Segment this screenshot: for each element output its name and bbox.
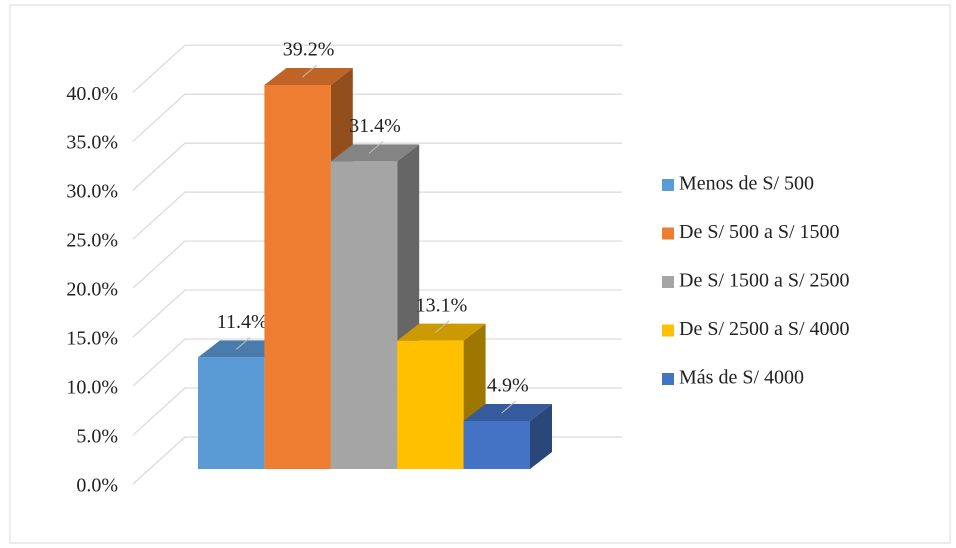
value-label: 39.2% xyxy=(283,39,335,61)
value-label: 11.4% xyxy=(217,311,268,333)
leader-line xyxy=(302,64,317,78)
value-label: 4.9% xyxy=(487,375,529,397)
grid-line xyxy=(132,191,622,240)
value-label: 13.1% xyxy=(416,294,468,316)
bar-top xyxy=(198,340,287,358)
grid-line xyxy=(132,240,622,289)
y-tick-label: 15.0% xyxy=(66,328,118,350)
bar xyxy=(198,357,265,469)
legend-swatch xyxy=(662,227,674,240)
legend-label: De S/ 1500 a S/ 2500 xyxy=(679,270,850,292)
legend-label: De S/ 500 a S/ 1500 xyxy=(679,221,840,243)
leader-line xyxy=(235,336,251,350)
bar xyxy=(463,421,530,469)
value-label: 31.4% xyxy=(349,115,401,137)
grid-line xyxy=(132,93,622,142)
y-tick-label: 10.0% xyxy=(66,377,118,399)
bar xyxy=(330,161,398,470)
y-tick-label: 30.0% xyxy=(66,181,118,203)
legend-swatch xyxy=(662,324,674,337)
bar xyxy=(397,340,464,469)
y-tick-label: 25.0% xyxy=(66,230,118,252)
grid-line xyxy=(132,44,622,93)
bar-top xyxy=(264,68,353,85)
leader-line xyxy=(435,320,450,334)
legend-label: De S/ 2500 a S/ 4000 xyxy=(679,318,850,340)
bar-top xyxy=(330,144,420,162)
y-tick-label: 40.0% xyxy=(66,83,118,105)
bar-top xyxy=(463,404,552,421)
y-tick-label: 35.0% xyxy=(66,132,118,154)
grid-line xyxy=(132,289,622,338)
y-tick-label: 0.0% xyxy=(76,475,118,497)
bar xyxy=(264,85,331,469)
leader-line xyxy=(501,400,517,414)
legend-swatch xyxy=(662,179,674,191)
legend-swatch xyxy=(662,276,674,288)
legend-label: Más de S/ 4000 xyxy=(679,367,804,389)
leader-line xyxy=(368,141,384,154)
bar-top xyxy=(397,323,486,341)
y-tick-label: 5.0% xyxy=(76,426,118,448)
legend-label: Menos de S/ 500 xyxy=(679,173,814,195)
bar-side xyxy=(530,404,552,469)
y-tick-label: 20.0% xyxy=(66,279,118,301)
grid-line xyxy=(132,142,622,191)
legend-swatch xyxy=(662,373,674,385)
